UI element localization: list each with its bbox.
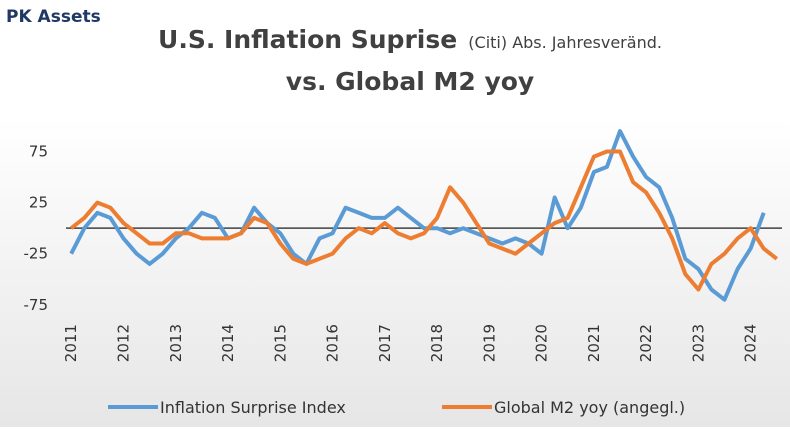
x-tick-label: 2011 — [62, 324, 80, 362]
y-tick-label: -75 — [24, 296, 49, 314]
y-tick-label: 25 — [29, 194, 48, 212]
x-tick-label: 2019 — [480, 324, 498, 362]
legend-label: Global M2 yoy (angegl.) — [494, 398, 685, 417]
series-line — [69, 149, 779, 292]
y-tick-label: 75 — [29, 143, 48, 161]
title-main: U.S. Inflation Suprise — [158, 25, 457, 54]
x-tick-label: 2020 — [533, 324, 551, 362]
x-tick-label: 2024 — [742, 324, 760, 362]
y-tick-label: -25 — [24, 245, 49, 263]
x-tick-label: 2013 — [167, 324, 185, 362]
chart-title: U.S. Inflation Suprise (Citi) Abs. Jahre… — [158, 25, 662, 54]
x-tick-label: 2022 — [637, 324, 655, 362]
brand: PK Assets — [6, 7, 101, 27]
plot-background — [0, 118, 790, 427]
x-tick-label: 2018 — [428, 324, 446, 362]
x-tick-label: 2021 — [585, 324, 603, 362]
title-note: (Citi) Abs. Jahresveränd. — [468, 33, 662, 52]
x-tick-label: 2016 — [324, 324, 342, 362]
x-tick-label: 2012 — [114, 324, 132, 362]
x-tick-label: 2017 — [376, 324, 394, 362]
x-tick-label: 2015 — [271, 324, 289, 362]
series-line — [69, 129, 766, 302]
x-tick-label: 2014 — [219, 324, 237, 362]
title-line2: vs. Global M2 yoy — [286, 67, 534, 96]
x-tick-label: 2023 — [689, 324, 707, 362]
legend-label: Inflation Surprise Index — [160, 398, 346, 417]
